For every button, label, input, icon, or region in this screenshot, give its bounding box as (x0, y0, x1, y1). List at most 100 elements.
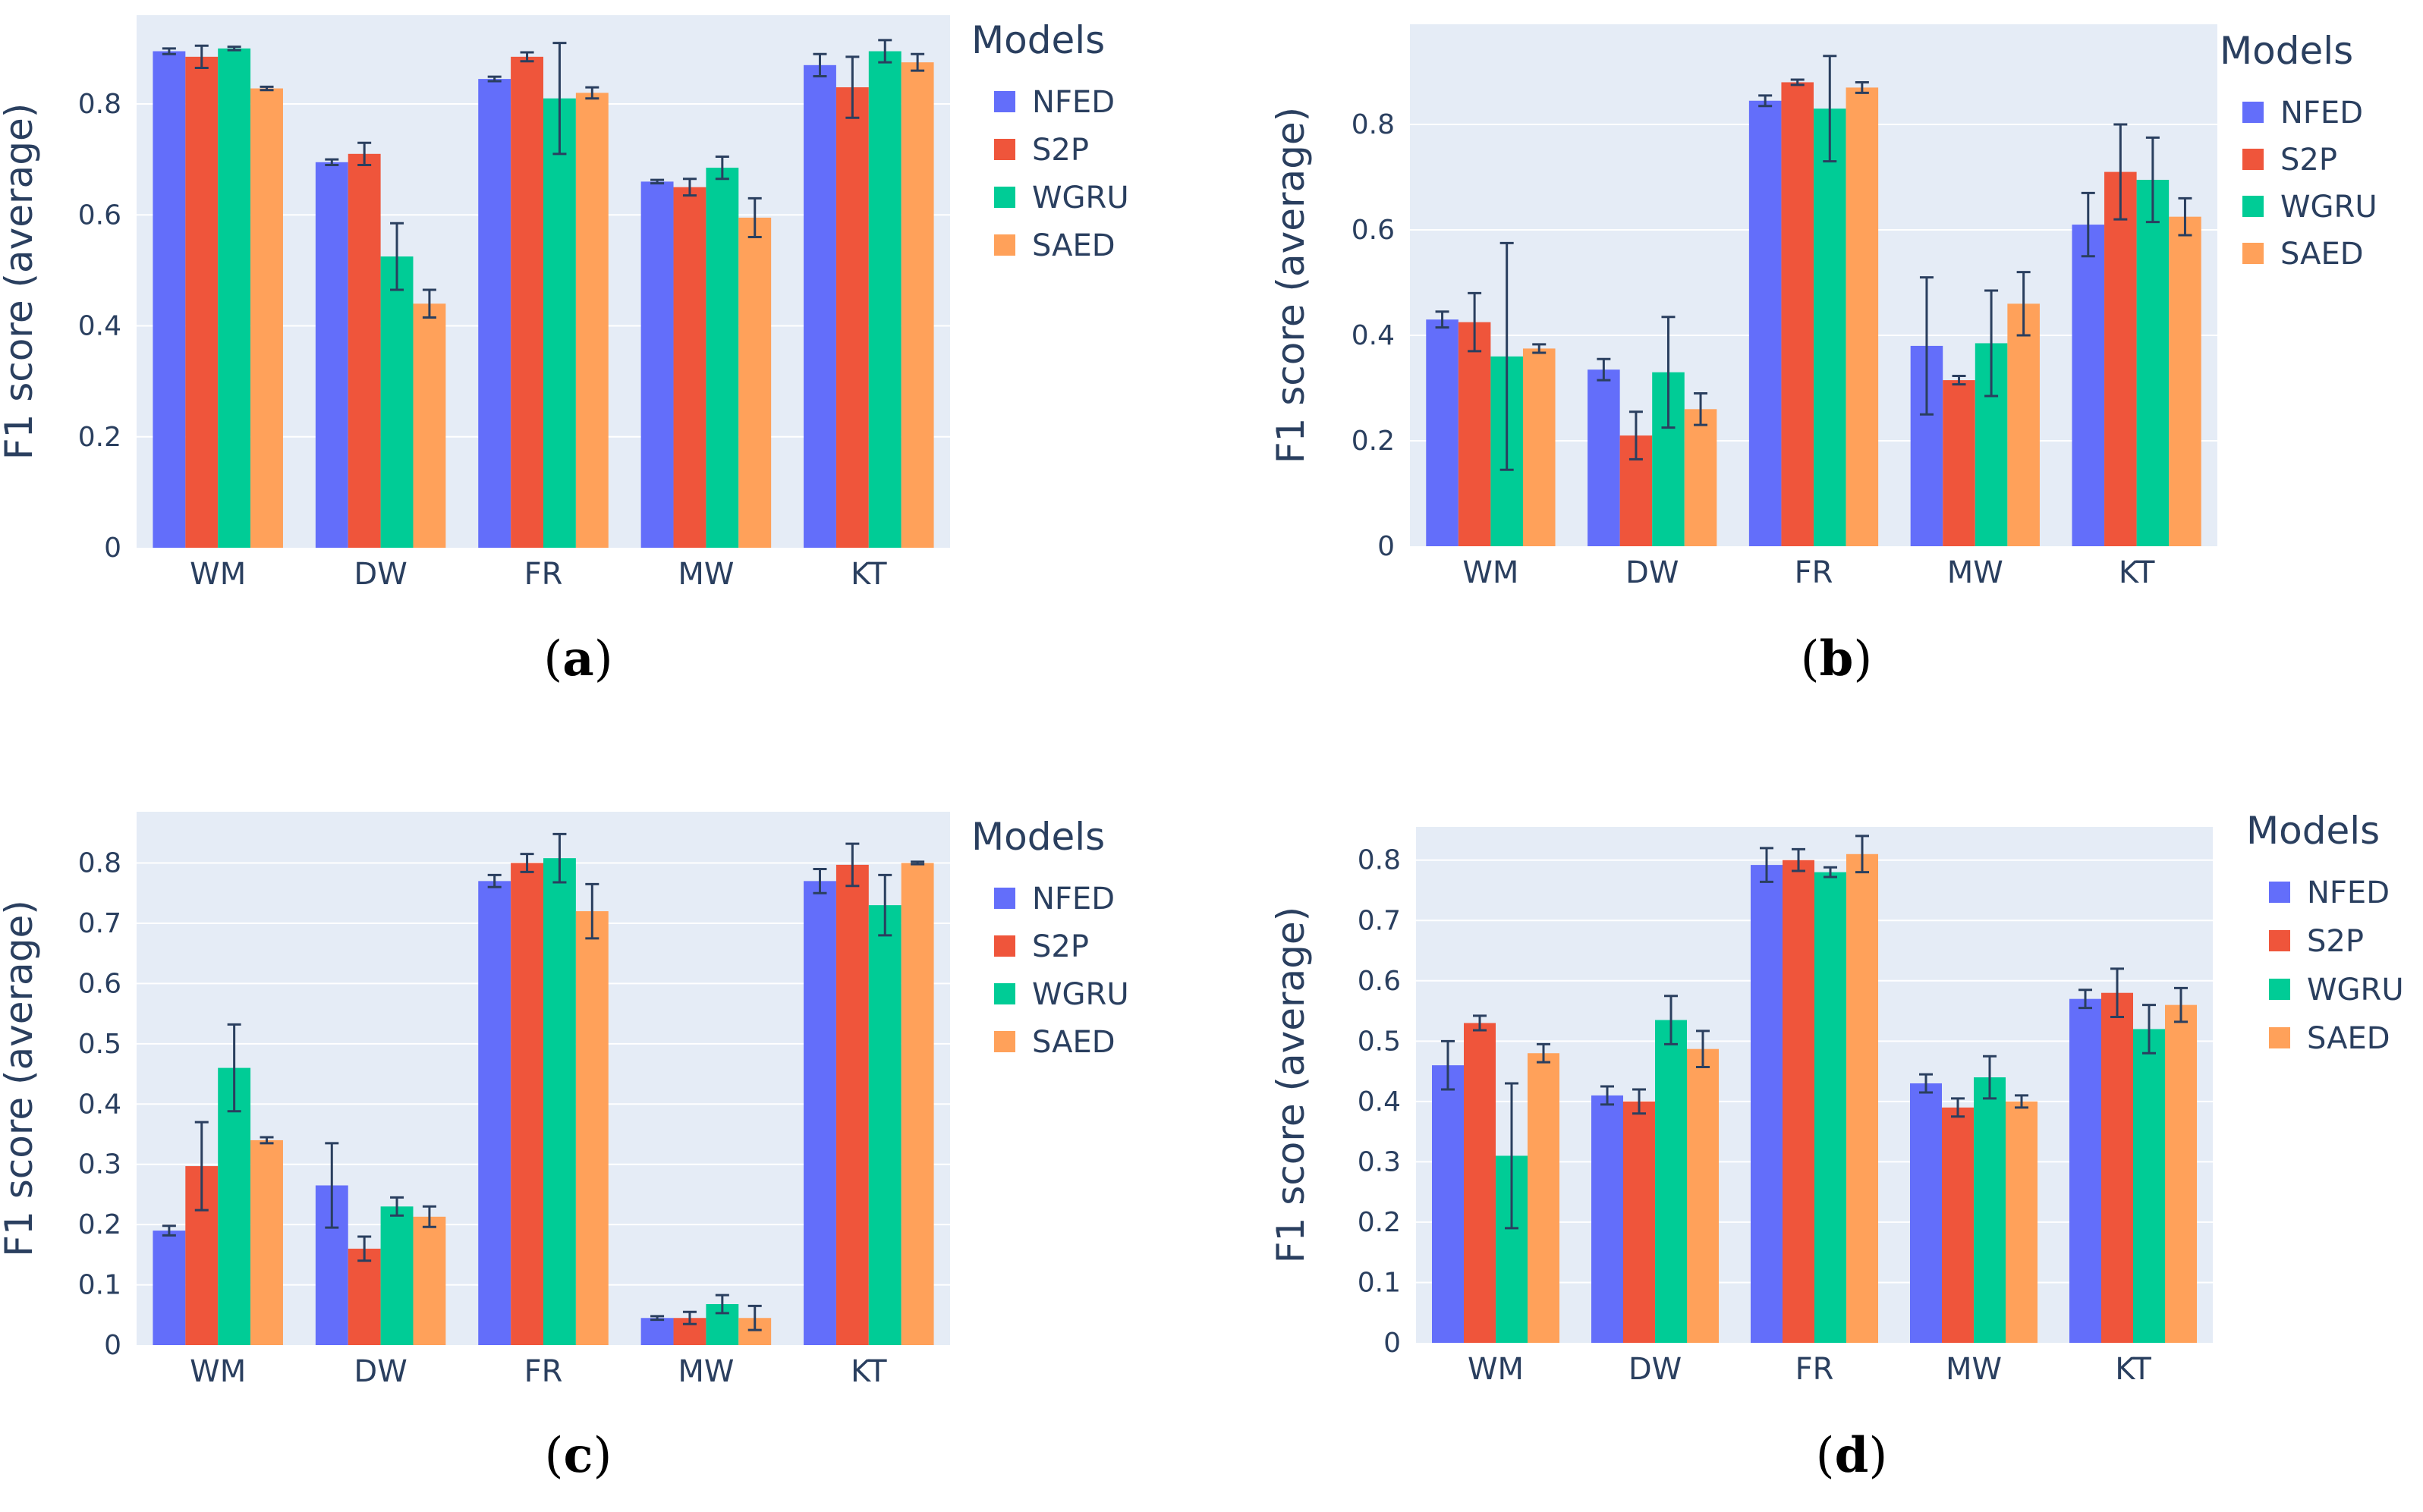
bar-saed-fr (575, 93, 609, 548)
error-bar-s2p-dw (357, 1235, 372, 1262)
panel-caption: (d) (1816, 1427, 1888, 1484)
x-tick-label: MW (1946, 1352, 2002, 1387)
y-tick-label: 0.2 (78, 422, 121, 453)
legend-swatch-nfed (2269, 882, 2290, 903)
error-bar-saed-wm (260, 1136, 274, 1145)
bar-nfed-wm (153, 51, 186, 548)
error-bar-nfed-dw (1597, 357, 1611, 382)
x-tick-label: DW (354, 557, 407, 592)
panel-caption: (a) (543, 630, 612, 687)
chart-panel-d: 0 0.1 0.2 0.3 0.4 0.5 0.6 0.7 0.8 F1 score (avera… (1269, 809, 2404, 1484)
y-tick-label: 0.7 (1358, 905, 1401, 936)
x-tick-label: WM (190, 557, 246, 592)
error-bar-s2p-mw (682, 1310, 697, 1325)
y-tick-label: 0.1 (1358, 1267, 1401, 1298)
bar-saed-kt (901, 62, 934, 548)
bar-s2p-wm (185, 56, 219, 548)
error-bar-nfed-fr (487, 873, 502, 888)
error-bar-saed-kt (911, 52, 925, 72)
legend-label-s2p: S2P (1032, 133, 1089, 168)
error-bar-saed-wm (1532, 343, 1547, 354)
panel-caption-letter: c (564, 1427, 593, 1484)
error-bar-nfed-dw (325, 158, 339, 166)
bar-s2p-fr (1781, 82, 1814, 546)
y-tick-label: 0.6 (78, 968, 121, 999)
legend-label-nfed: NFED (1032, 882, 1115, 916)
legend-swatch-wgru (2242, 196, 2264, 217)
bar-saed-dw (1684, 409, 1717, 546)
legend-swatch-saed (2269, 1027, 2290, 1048)
y-tick-label: 0.5 (1358, 1026, 1401, 1057)
legend-label-saed: SAED (1032, 1025, 1116, 1060)
y-tick-label: 0.2 (78, 1209, 121, 1240)
y-tick-label: 0.3 (78, 1149, 121, 1180)
error-bar-nfed-mw (1919, 276, 1934, 416)
y-tick-label: 0.8 (1358, 845, 1401, 876)
error-bar-saed-wm (1537, 1042, 1550, 1064)
error-bar-saed-kt (2178, 196, 2192, 237)
error-bar-saed-dw (422, 288, 436, 319)
legend-swatch-wgru (2269, 979, 2290, 1000)
error-bar-nfed-mw (1919, 1073, 1933, 1094)
y-tick-label: 0 (1383, 1328, 1401, 1359)
y-tick-label: 0.4 (78, 311, 121, 342)
y-tick-label: 0.2 (1352, 426, 1395, 457)
x-tick-label: FR (1795, 1352, 1834, 1387)
bar-wgru-mw (706, 168, 739, 548)
panel-caption: (c) (545, 1427, 612, 1484)
error-bar-wgru-mw (1984, 289, 1999, 398)
error-bar-wgru-mw (1983, 1055, 1997, 1100)
error-bar-wgru-kt (2142, 1004, 2156, 1055)
error-bar-wgru-mw (715, 155, 729, 181)
bar-saed-fr (1846, 87, 1879, 547)
bar-saed-kt (2165, 1004, 2197, 1343)
error-bar-wgru-wm (1499, 241, 1514, 471)
panel-caption: (b) (1801, 630, 1873, 687)
bar-nfed-fr (1748, 100, 1782, 546)
bar-wgru-fr (1814, 872, 1846, 1343)
error-bar-wgru-fr (1823, 55, 1837, 163)
bar-s2p-mw (1942, 1107, 1974, 1343)
bar-saed-dw (413, 303, 446, 548)
bar-saed-wm (1528, 1053, 1559, 1343)
y-tick-label: 0.5 (78, 1029, 121, 1060)
bar-nfed-mw (640, 181, 674, 548)
legend-swatch-wgru (994, 187, 1015, 208)
bar-saed-wm (250, 1140, 283, 1345)
legend-label-nfed: NFED (2280, 96, 2363, 130)
x-tick-label: WM (190, 1354, 246, 1389)
legend-swatch-s2p (994, 139, 1015, 160)
y-axis-title: F1 score (average) (0, 103, 41, 460)
bar-s2p-wm (1464, 1023, 1496, 1343)
error-bar-s2p-kt (845, 55, 860, 119)
legend-label-s2p: S2P (2280, 143, 2337, 178)
legend-title: Models (2246, 809, 2380, 853)
error-bar-nfed-wm (1435, 310, 1449, 329)
error-bar-wgru-dw (390, 222, 404, 291)
bar-wgru-dw (380, 256, 414, 548)
error-bar-saed-fr (1855, 835, 1869, 874)
x-tick-label: FR (1795, 555, 1833, 590)
error-bar-saed-mw (2016, 271, 2031, 337)
y-tick-label: 0.6 (1352, 215, 1395, 246)
y-tick-label: 0.7 (78, 908, 121, 939)
error-bar-nfed-kt (2081, 191, 2095, 258)
error-bar-s2p-wm (194, 44, 209, 69)
bar-s2p-mw (1943, 380, 1975, 546)
legend-swatch-nfed (994, 91, 1015, 112)
bar-saed-mw (2007, 303, 2040, 546)
error-bar-s2p-fr (520, 51, 534, 63)
y-tick-label: 0.8 (1352, 109, 1395, 140)
error-bar-wgru-mw (715, 1294, 729, 1315)
error-bar-s2p-fr (520, 853, 534, 873)
bar-s2p-kt (835, 87, 869, 548)
legend-title: Models (971, 815, 1105, 859)
legend-label-nfed: NFED (2307, 875, 2390, 910)
legend-swatch-saed (994, 234, 1015, 256)
error-bar-wgru-fr (1824, 866, 1837, 879)
legend-swatch-wgru (994, 983, 1015, 1004)
error-bar-s2p-kt (845, 842, 860, 888)
bar-saed-fr (1846, 853, 1878, 1343)
bar-wgru-fr (543, 858, 576, 1345)
error-bar-saed-dw (422, 1205, 436, 1228)
